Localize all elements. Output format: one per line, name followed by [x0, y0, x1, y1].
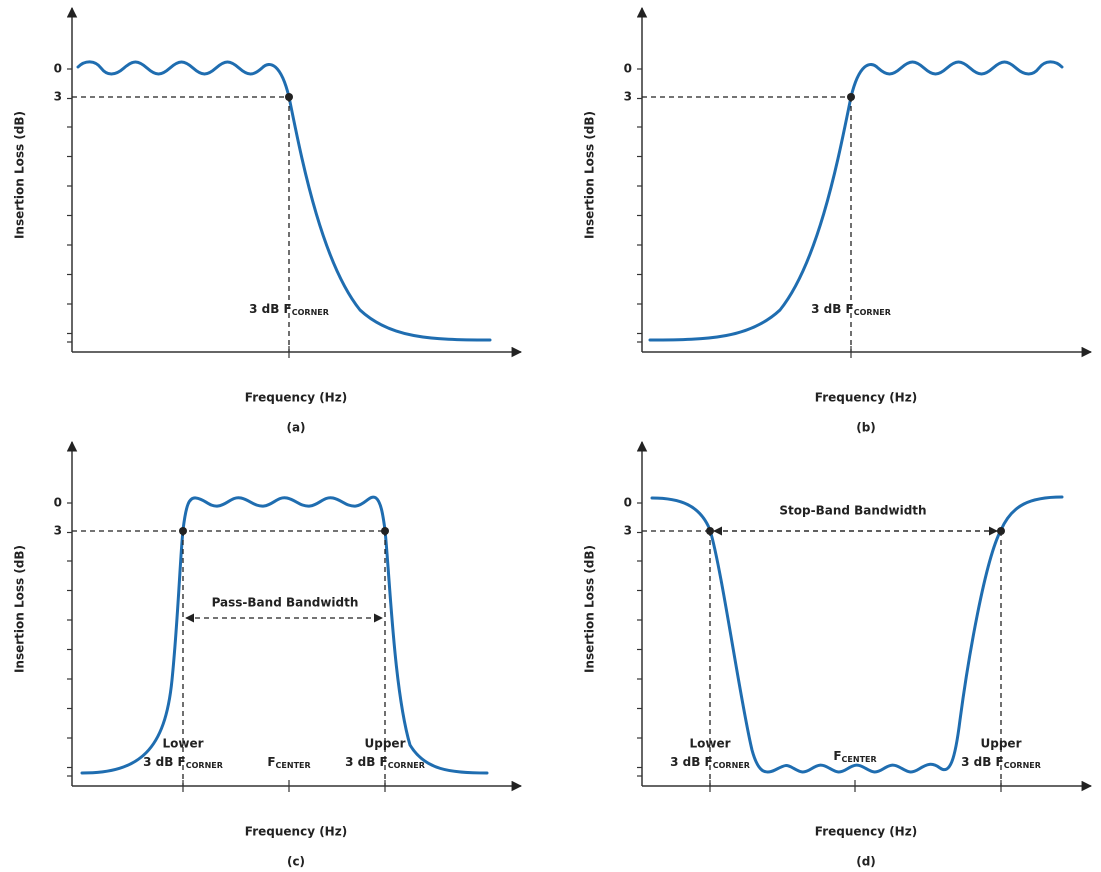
label-text: F	[267, 755, 275, 769]
upper-word: Upper	[365, 737, 406, 751]
point	[997, 527, 1005, 535]
caption: (d)	[856, 855, 876, 869]
label-sub: CORNER	[186, 761, 223, 770]
point	[285, 93, 293, 101]
sub-label: FCENTER	[833, 749, 876, 764]
lower-word: Lower	[162, 737, 203, 751]
highpass-curve	[648, 60, 1064, 342]
sub-label: FCENTER	[267, 755, 310, 770]
caption: (a)	[286, 421, 305, 435]
label-sub: CORNER	[713, 761, 750, 770]
y-tick-label: 0	[624, 496, 632, 510]
point	[179, 527, 187, 535]
x-axis-label: Frequency (Hz)	[815, 825, 917, 839]
y-axis-label: Insertion Loss (dB)	[583, 111, 597, 239]
label-text: 3 dB F	[811, 302, 854, 316]
sub-label: 3 dB FCORNER	[811, 302, 891, 317]
label-sub: CORNER	[854, 308, 891, 317]
sub-label: 3 dB FCORNER	[143, 755, 223, 770]
label-text: 3 dB F	[670, 755, 713, 769]
x-axis-label: Frequency (Hz)	[815, 391, 917, 405]
sub-label: 3 dB FCORNER	[961, 755, 1041, 770]
sub-label: 3 dB FCORNER	[670, 755, 750, 770]
x-axis-label: Frequency (Hz)	[245, 391, 347, 405]
label-sub: CORNER	[292, 308, 329, 317]
y-axis-label: Insertion Loss (dB)	[583, 545, 597, 673]
y-tick-label: 3	[624, 524, 632, 538]
y-tick-label: 3	[624, 90, 632, 104]
label-sub: CENTER	[276, 761, 311, 770]
sub-label: 3 dB FCORNER	[345, 755, 425, 770]
caption: (c)	[287, 855, 305, 869]
label-sub: CORNER	[388, 761, 425, 770]
point	[847, 93, 855, 101]
label-text: 3 dB F	[961, 755, 1004, 769]
label-text: 3 dB F	[249, 302, 292, 316]
caption: (b)	[856, 421, 876, 435]
lowpass-curve	[76, 60, 492, 342]
bandpass-curve	[80, 495, 489, 775]
x-axis-label: Frequency (Hz)	[245, 825, 347, 839]
point	[381, 527, 389, 535]
y-tick-label: 3	[54, 90, 62, 104]
label-sub: CENTER	[842, 755, 877, 764]
label-text: 3 dB F	[143, 755, 186, 769]
y-tick-label: 3	[54, 524, 62, 538]
y-tick-label: 0	[54, 62, 62, 76]
label-text: F	[833, 749, 841, 763]
label-sub: CORNER	[1004, 761, 1041, 770]
y-axis-label: Insertion Loss (dB)	[13, 111, 27, 239]
lower-word: Lower	[689, 737, 730, 751]
label-text: 3 dB F	[345, 755, 388, 769]
sub-label: 3 dB FCORNER	[249, 302, 329, 317]
bandwidth-label: Pass-Band Bandwidth	[212, 596, 359, 610]
bandstop-curve	[650, 495, 1064, 774]
y-tick-label: 0	[54, 496, 62, 510]
y-axis-label: Insertion Loss (dB)	[13, 545, 27, 673]
bandwidth-label: Stop-Band Bandwidth	[779, 504, 926, 518]
upper-word: Upper	[981, 737, 1022, 751]
y-tick-label: 0	[624, 62, 632, 76]
point	[706, 527, 714, 535]
